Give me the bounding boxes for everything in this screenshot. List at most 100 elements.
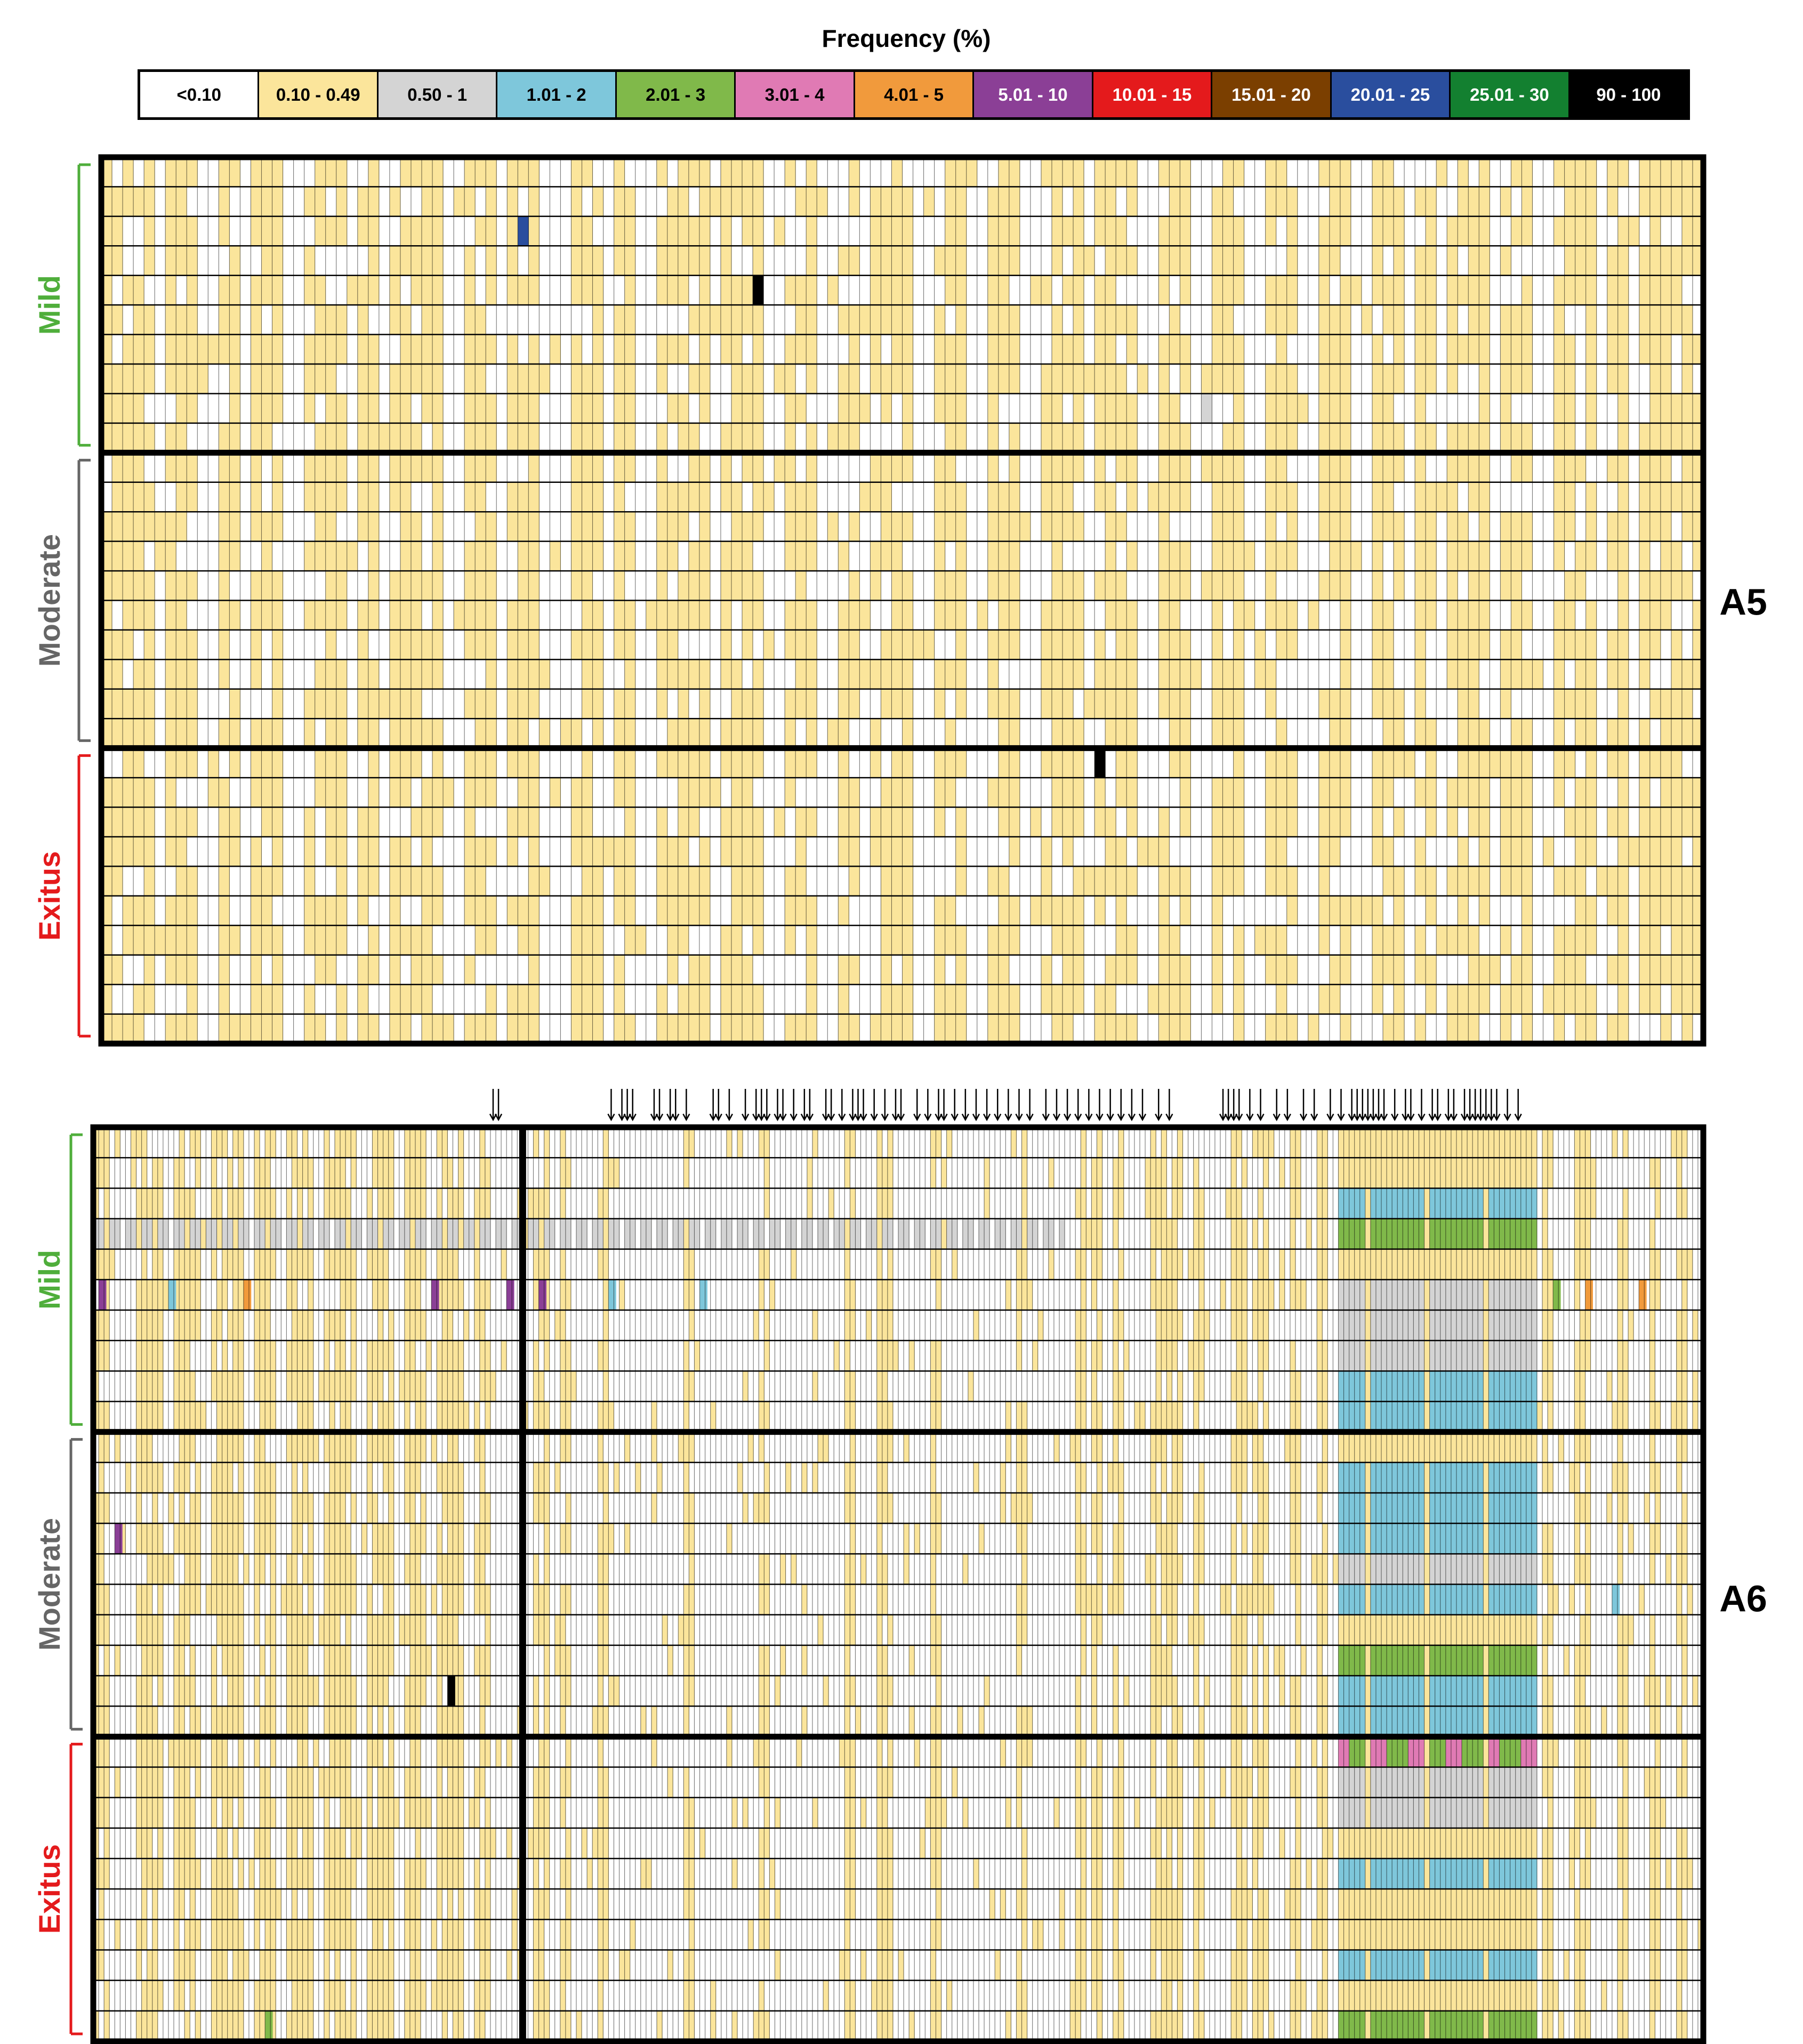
heatmap-cell <box>1158 157 1170 187</box>
heatmap-cell <box>104 1432 110 1463</box>
heatmap-cell <box>582 600 593 631</box>
heatmap-cell <box>1628 1523 1634 1554</box>
heatmap-cell <box>962 1554 969 1585</box>
heatmap-cell <box>887 1493 894 1524</box>
heatmap-cell <box>1041 629 1052 660</box>
heatmap-cell <box>1063 334 1074 365</box>
heatmap-cell <box>136 1614 142 1646</box>
heatmap-cell <box>190 1523 196 1554</box>
heatmap-cell <box>211 1706 217 1737</box>
heatmap-cell <box>479 1462 486 1493</box>
heatmap-cell <box>1263 1767 1269 1798</box>
heatmap-cell <box>367 1584 373 1615</box>
heatmap-cell <box>464 1014 476 1044</box>
heatmap-cell <box>544 1310 550 1341</box>
heatmap-cell <box>99 1767 104 1798</box>
heatmap-cell <box>699 718 711 749</box>
heatmap-cell <box>475 925 486 956</box>
heatmap-cell <box>475 748 486 778</box>
heatmap-cell <box>1081 1523 1086 1554</box>
heatmap-cell <box>759 1645 764 1676</box>
heatmap-cell <box>422 984 433 1014</box>
heatmap-cell <box>934 600 946 631</box>
heatmap-cell <box>1177 1371 1183 1402</box>
heatmap-cell <box>1311 1736 1317 1767</box>
heatmap-cell <box>1692 1401 1699 1433</box>
heatmap-cell <box>1263 1218 1269 1250</box>
heatmap-cell <box>1585 216 1597 246</box>
heatmap-cell <box>688 659 700 690</box>
heatmap-cell <box>195 1401 201 1433</box>
heatmap-cell <box>329 1371 335 1402</box>
heatmap-cell <box>1222 187 1234 217</box>
heatmap-cell <box>190 1188 196 1219</box>
heatmap-cell <box>930 1797 936 1829</box>
heatmap-cell <box>260 1767 265 1798</box>
heatmap-cell <box>1150 1493 1156 1524</box>
heatmap-cell <box>174 1706 180 1737</box>
heatmap-cell <box>1290 1371 1296 1402</box>
heatmap-cell <box>1236 1462 1242 1493</box>
heatmap-cell <box>688 216 700 246</box>
heatmap-cell <box>1681 718 1693 749</box>
heatmap-cell <box>1236 1401 1242 1433</box>
heatmap-cell <box>1286 393 1298 424</box>
heatmap-cell <box>881 453 892 483</box>
heatmap-cell <box>286 1279 292 1311</box>
heatmap-cell <box>485 1523 491 1554</box>
heatmap-cell <box>678 157 689 187</box>
heatmap-cell <box>432 866 444 896</box>
heatmap-cell <box>1649 1706 1655 1737</box>
heatmap-cell <box>260 1523 265 1554</box>
heatmap-cell <box>1383 423 1394 453</box>
heatmap-cell <box>313 1736 319 1767</box>
heatmap-cell <box>1590 1158 1597 1189</box>
heatmap-cell <box>141 1279 148 1311</box>
heatmap-cell <box>147 1584 153 1615</box>
heatmap-cell <box>1258 1340 1263 1371</box>
heatmap-cell <box>902 659 913 690</box>
heatmap-cell <box>1681 1310 1688 1341</box>
heatmap-cell <box>1649 600 1661 631</box>
heatmap-cell <box>260 1706 265 1737</box>
heatmap-cell <box>1116 1014 1127 1044</box>
heatmap-cell <box>806 600 817 631</box>
heatmap-cell <box>486 1014 497 1044</box>
heatmap-cell <box>389 571 401 601</box>
heatmap-cell <box>834 1340 840 1371</box>
heatmap-cell <box>651 1706 657 1737</box>
heatmap-cell <box>528 364 540 394</box>
heatmap-cell <box>219 216 230 246</box>
heatmap-cell <box>689 1127 695 1158</box>
heatmap-cell <box>464 895 476 926</box>
heatmap-cell <box>422 571 433 601</box>
heatmap-cell <box>689 1676 695 1707</box>
heatmap-cell <box>582 689 593 719</box>
heatmap-cell <box>165 778 176 807</box>
heatmap-cell <box>1522 541 1533 571</box>
heatmap-cell <box>1681 1014 1693 1044</box>
heatmap-cell <box>571 836 582 867</box>
heatmap-cell <box>1436 925 1447 956</box>
heatmap-cell <box>475 1014 486 1044</box>
heatmap-cell <box>432 659 444 690</box>
heatmap-cell <box>683 1676 689 1707</box>
heatmap-cell <box>952 1249 958 1280</box>
heatmap-cell <box>1027 1493 1033 1524</box>
heatmap-cell <box>324 1706 330 1737</box>
heatmap-cell <box>806 541 817 571</box>
heatmap-cell <box>1091 1218 1097 1250</box>
heatmap-cell <box>227 1523 234 1554</box>
heatmap-cell <box>688 718 700 749</box>
heatmap-cell <box>987 305 999 335</box>
heatmap-cell <box>229 689 240 719</box>
heatmap-cell <box>486 216 497 246</box>
heatmap-cell <box>422 364 433 394</box>
heatmap-cell <box>1021 1401 1027 1433</box>
heatmap-cell <box>656 571 668 601</box>
legend-swatch: 5.01 - 10 <box>974 72 1093 117</box>
heatmap-cell <box>227 1614 234 1646</box>
heatmap-cell <box>1150 1249 1156 1280</box>
heatmap-cell <box>1236 1676 1242 1707</box>
heatmap-cell <box>421 1249 426 1280</box>
